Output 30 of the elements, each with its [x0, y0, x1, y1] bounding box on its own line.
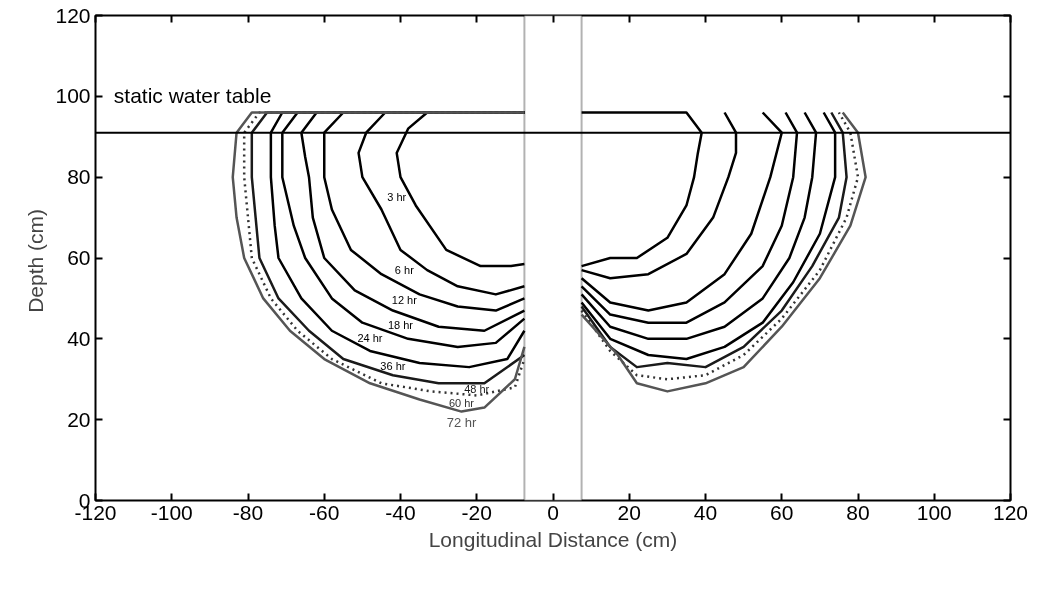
- series-label: 48 hr: [464, 383, 490, 396]
- y-axis-title: Depth (cm): [24, 208, 48, 313]
- x-tick-label: 60: [770, 500, 794, 524]
- x-tick-label: 80: [846, 500, 870, 524]
- y-tick-label: 120: [55, 3, 91, 27]
- y-tick-label: 20: [67, 407, 91, 431]
- x-axis-title: Longitudinal Distance (cm): [428, 527, 678, 551]
- y-tick-label: 100: [55, 84, 91, 108]
- x-tick-label: -20: [461, 500, 492, 524]
- x-tick-label: -60: [309, 500, 340, 524]
- x-tick-label: 40: [693, 500, 718, 524]
- series-label: 6 hr: [394, 263, 415, 276]
- series-label: 36 hr: [380, 359, 406, 372]
- x-tick-label: -80: [232, 500, 264, 524]
- x-tick-label: 120: [992, 500, 1029, 524]
- series-label: 60 hr: [448, 396, 475, 409]
- x-tick-label: 100: [916, 500, 952, 524]
- legend-label: static water table: [113, 83, 272, 107]
- series-label: 3 hr: [387, 191, 407, 204]
- y-tick-label: 40: [67, 326, 91, 350]
- y-tick-label: 60: [67, 246, 91, 269]
- x-tick-label: 20: [617, 500, 641, 524]
- y-tick-label: 80: [67, 165, 91, 189]
- series-label: 24 hr: [357, 332, 383, 345]
- x-tick-label: -100: [150, 500, 193, 524]
- x-tick-label: -40: [385, 500, 416, 524]
- series-label: 12 hr: [391, 294, 418, 307]
- series-label: 72 hr: [446, 414, 477, 430]
- x-tick-label: 0: [547, 500, 559, 524]
- series-label: 18 hr: [387, 318, 414, 331]
